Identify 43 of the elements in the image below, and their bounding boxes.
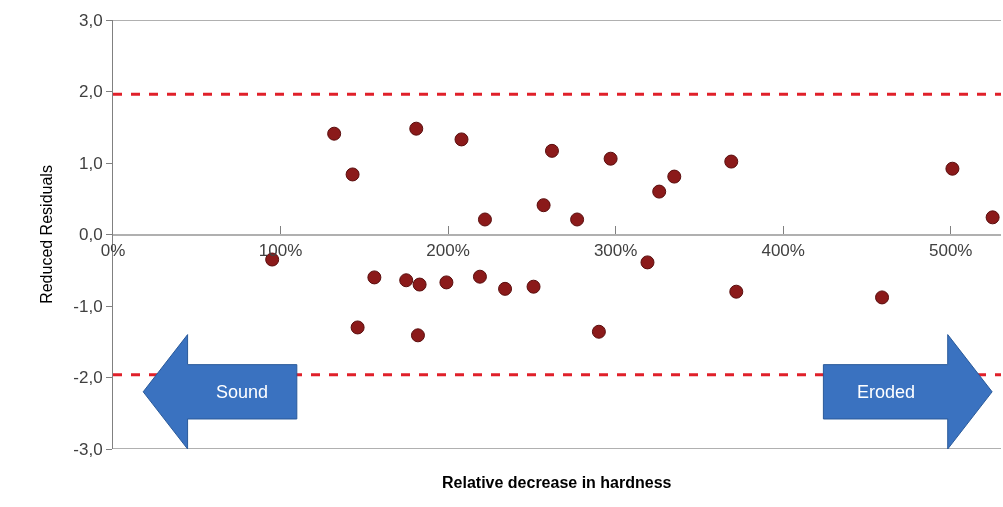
point [412,277,427,292]
y-tick-label: -2,0 [73,368,103,388]
point [409,121,424,136]
point [640,255,655,270]
x-tick-label: 300% [593,240,638,260]
annotation: Sound [216,382,269,402]
point [603,151,618,166]
point [570,212,585,227]
point [544,143,559,158]
y-axis-title: Reduced Residuals [38,165,56,304]
point [498,281,513,296]
point [327,126,342,141]
point [399,273,414,288]
x-tick-label: 200% [426,240,470,260]
point [985,210,1000,225]
x-tick-label: 100% [258,240,303,260]
x-tick-label: 500% [929,240,973,260]
point [652,184,667,199]
y-tick-label: 1,0 [78,153,103,173]
point [410,328,425,343]
x-tick-label: 400% [761,240,805,260]
point [724,154,739,169]
point [667,169,682,184]
point [729,284,744,299]
y-tick-label: 2,0 [78,82,103,102]
y-tick-label: -3,0 [73,439,103,459]
point [945,161,960,176]
point [591,324,606,339]
point [526,279,541,294]
x-axis-title: Relative decrease in hardness [442,474,672,491]
point [536,198,551,213]
point [875,290,890,305]
point [367,270,382,285]
point [454,132,469,147]
y-tick-label: 0,0 [78,225,103,245]
point [350,320,365,335]
point [439,275,454,290]
point [477,212,492,227]
point [345,167,360,182]
annotation: Eroded [857,382,916,402]
y-tick-label: -1,0 [73,296,103,316]
y-tick-label: 3,0 [78,10,103,30]
point [472,269,487,284]
